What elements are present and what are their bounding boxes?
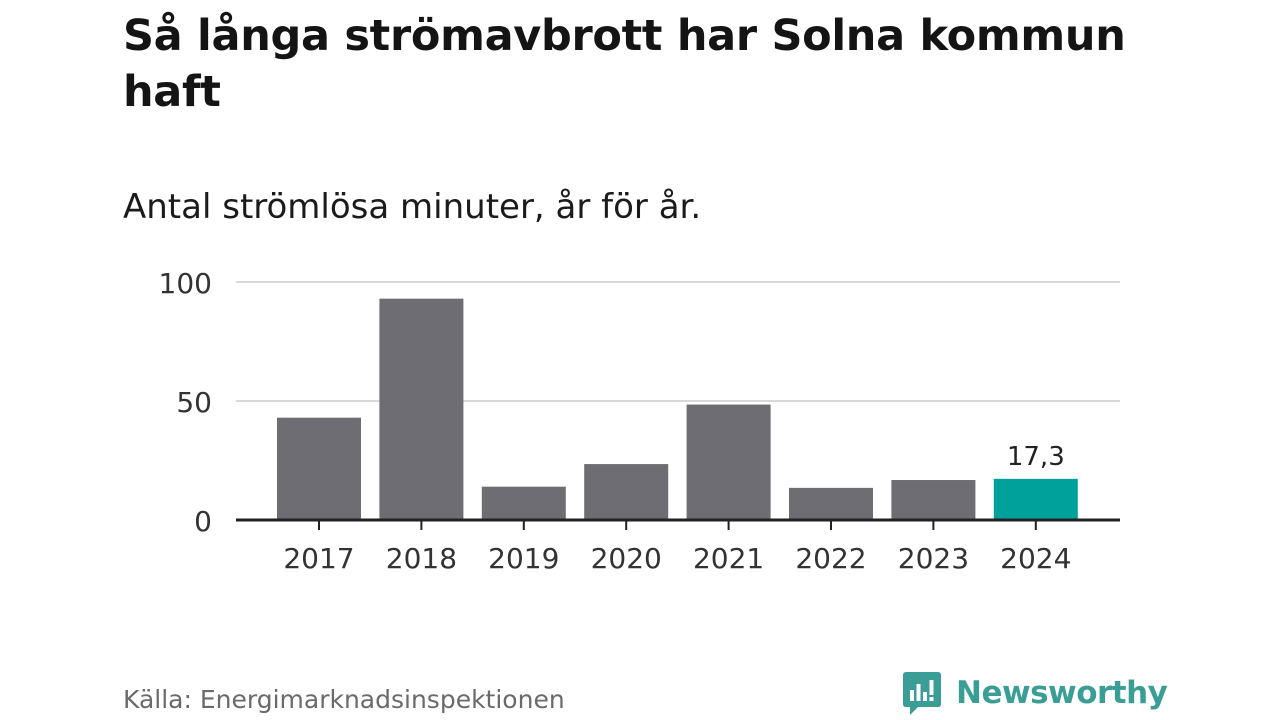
x-tick-label: 2024 xyxy=(1000,542,1071,575)
x-tick-label: 2021 xyxy=(693,542,764,575)
bar xyxy=(379,298,464,520)
bar-chart: 0 50 100 2017 2018 2019 2020 2021 2022 2023 2024 17… xyxy=(159,267,1120,575)
x-tick-label: 2018 xyxy=(386,542,457,575)
bar xyxy=(789,487,873,520)
bar xyxy=(481,486,566,520)
bar xyxy=(686,404,771,520)
y-tick-label: 100 xyxy=(159,267,212,300)
bar xyxy=(277,417,361,520)
x-tick-label: 2022 xyxy=(795,542,866,575)
chart-title: Så långa strömavbrott har Solna kommun h… xyxy=(123,11,1126,117)
source-note: Källa: Energimarknadsinspektionen xyxy=(123,685,565,714)
x-tick-label: 2023 xyxy=(898,542,969,575)
newsworthy-logo-icon xyxy=(903,672,941,715)
brand-name: Newsworthy xyxy=(956,675,1168,711)
x-tick-label: 2020 xyxy=(591,542,662,575)
bar xyxy=(891,480,976,520)
x-tick-label: 2019 xyxy=(488,542,559,575)
data-label: 17,3 xyxy=(1007,442,1065,472)
bar xyxy=(993,478,1078,520)
y-tick-label: 50 xyxy=(176,386,212,419)
x-tick-label: 2017 xyxy=(283,542,354,575)
newsworthy-logo: Newsworthy xyxy=(902,668,1168,718)
y-tick-label: 0 xyxy=(194,505,212,538)
chart-subtitle: Antal strömlösa minuter, år för år. xyxy=(123,187,702,227)
bar xyxy=(584,464,669,520)
